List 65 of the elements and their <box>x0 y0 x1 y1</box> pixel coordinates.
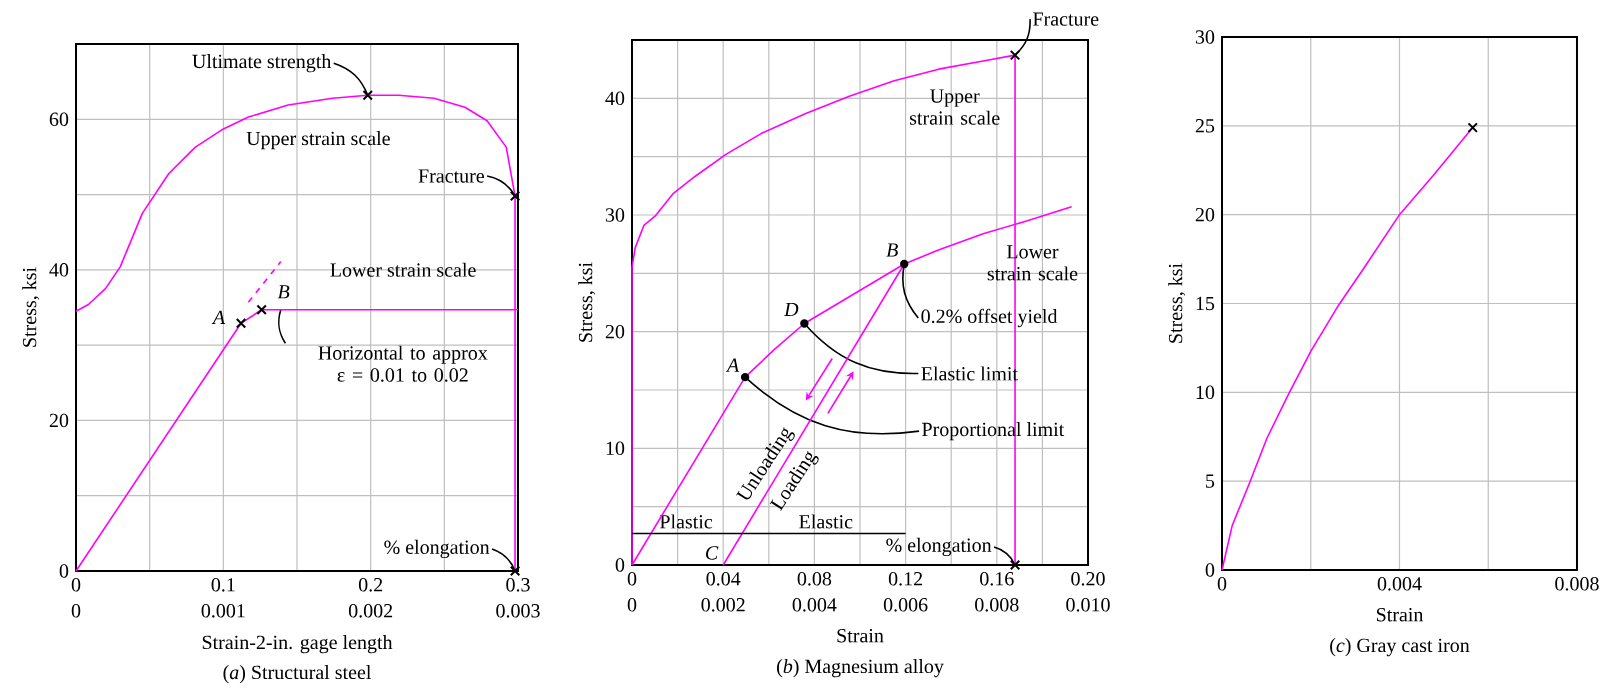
y-tick-label: 30 <box>1195 30 1215 44</box>
annotation: B <box>277 285 290 299</box>
text: (c) Gray cast iron <box>1330 638 1470 657</box>
x2-tick-label: 0.002 <box>701 598 745 612</box>
x2-tick-label: 0 <box>71 604 81 618</box>
annotation: Elastic <box>799 514 853 529</box>
annotation: Ultimate strength <box>192 54 332 73</box>
x-tick-label: 0.008 <box>1555 577 1599 591</box>
text: (a) Structural steel <box>223 665 372 684</box>
y-axis-title: Stress, ksi <box>1168 263 1186 343</box>
annotation: C <box>706 546 719 560</box>
x-tick-label: 0.3 <box>506 578 530 592</box>
annotation: Fracture <box>1033 12 1099 26</box>
x-tick-label: 0.20 <box>1071 572 1105 586</box>
x-tick-label: 0.12 <box>888 572 923 586</box>
y-tick-label: 0 <box>615 558 625 572</box>
y-tick-label: 10 <box>606 441 625 456</box>
x2-tick-label: 0.006 <box>883 598 928 612</box>
annotation: % elongation <box>384 539 490 559</box>
x-tick-label: 0 <box>627 572 637 586</box>
annotation: Lower strain scale <box>330 262 476 277</box>
annotation: Plastic <box>659 514 713 529</box>
y-tick-label: 30 <box>605 208 625 222</box>
x-tick-label: 0 <box>1217 577 1227 591</box>
x-axis-title: Strain <box>837 629 884 643</box>
annotation: B <box>886 243 898 257</box>
y-tick-label: 20 <box>1195 207 1215 222</box>
annotation: A <box>211 310 226 324</box>
annotation: Fracture <box>418 169 484 183</box>
y-tick-label: 20 <box>605 324 625 339</box>
x-tick-label: 0.004 <box>1377 577 1422 591</box>
annotation: D <box>783 302 799 317</box>
x2-tick-label: 0.001 <box>201 604 245 618</box>
y-tick-label: 10 <box>1196 385 1215 400</box>
y-tick-label: 15 <box>1196 296 1215 311</box>
annotation: 0.2% offset yield <box>921 308 1058 328</box>
y-tick-label: 40 <box>49 263 69 277</box>
x-tick-label: 0.1 <box>211 578 235 592</box>
annotation: A <box>725 358 740 372</box>
x2-tick-label: 0.008 <box>975 598 1019 612</box>
annotation: Upper strain scale <box>909 89 1000 125</box>
y-tick-label: 40 <box>605 91 625 106</box>
x-axis-title: Strain <box>1376 608 1424 622</box>
x2-tick-label: 0.004 <box>792 598 837 612</box>
x2-tick-label: 0.003 <box>496 604 540 618</box>
x-tick-label: 0.16 <box>980 572 1014 586</box>
x-tick-label: 0.2 <box>358 578 383 592</box>
annotation: % elongation <box>886 537 992 557</box>
y-tick-label: 20 <box>49 413 69 428</box>
y-tick-label: 60 <box>49 112 69 127</box>
y-tick-label: 0 <box>1205 563 1215 577</box>
x2-tick-label: 0.010 <box>1066 598 1110 612</box>
y-tick-label: 5 <box>1206 474 1215 488</box>
annotation: Horizontal to approx ε = 0.01 to 0.02 <box>318 345 488 382</box>
y-axis-title: Stress, ksi <box>578 262 596 342</box>
x2-tick-label: 0 <box>627 598 637 612</box>
text: (b) Magnesium alloy <box>777 659 944 678</box>
x-tick-label: 0.08 <box>797 572 832 586</box>
x-tick-label: 0 <box>71 578 81 592</box>
y-tick-label: 25 <box>1195 119 1215 133</box>
annotation: Upper strain scale <box>246 131 390 150</box>
y-axis-title: Stress, ksi <box>22 267 40 347</box>
x-axis-title: Strain-2-in. gage length <box>202 635 393 654</box>
x2-tick-label: 0.002 <box>348 604 393 618</box>
x-tick-label: 0.04 <box>706 572 741 586</box>
